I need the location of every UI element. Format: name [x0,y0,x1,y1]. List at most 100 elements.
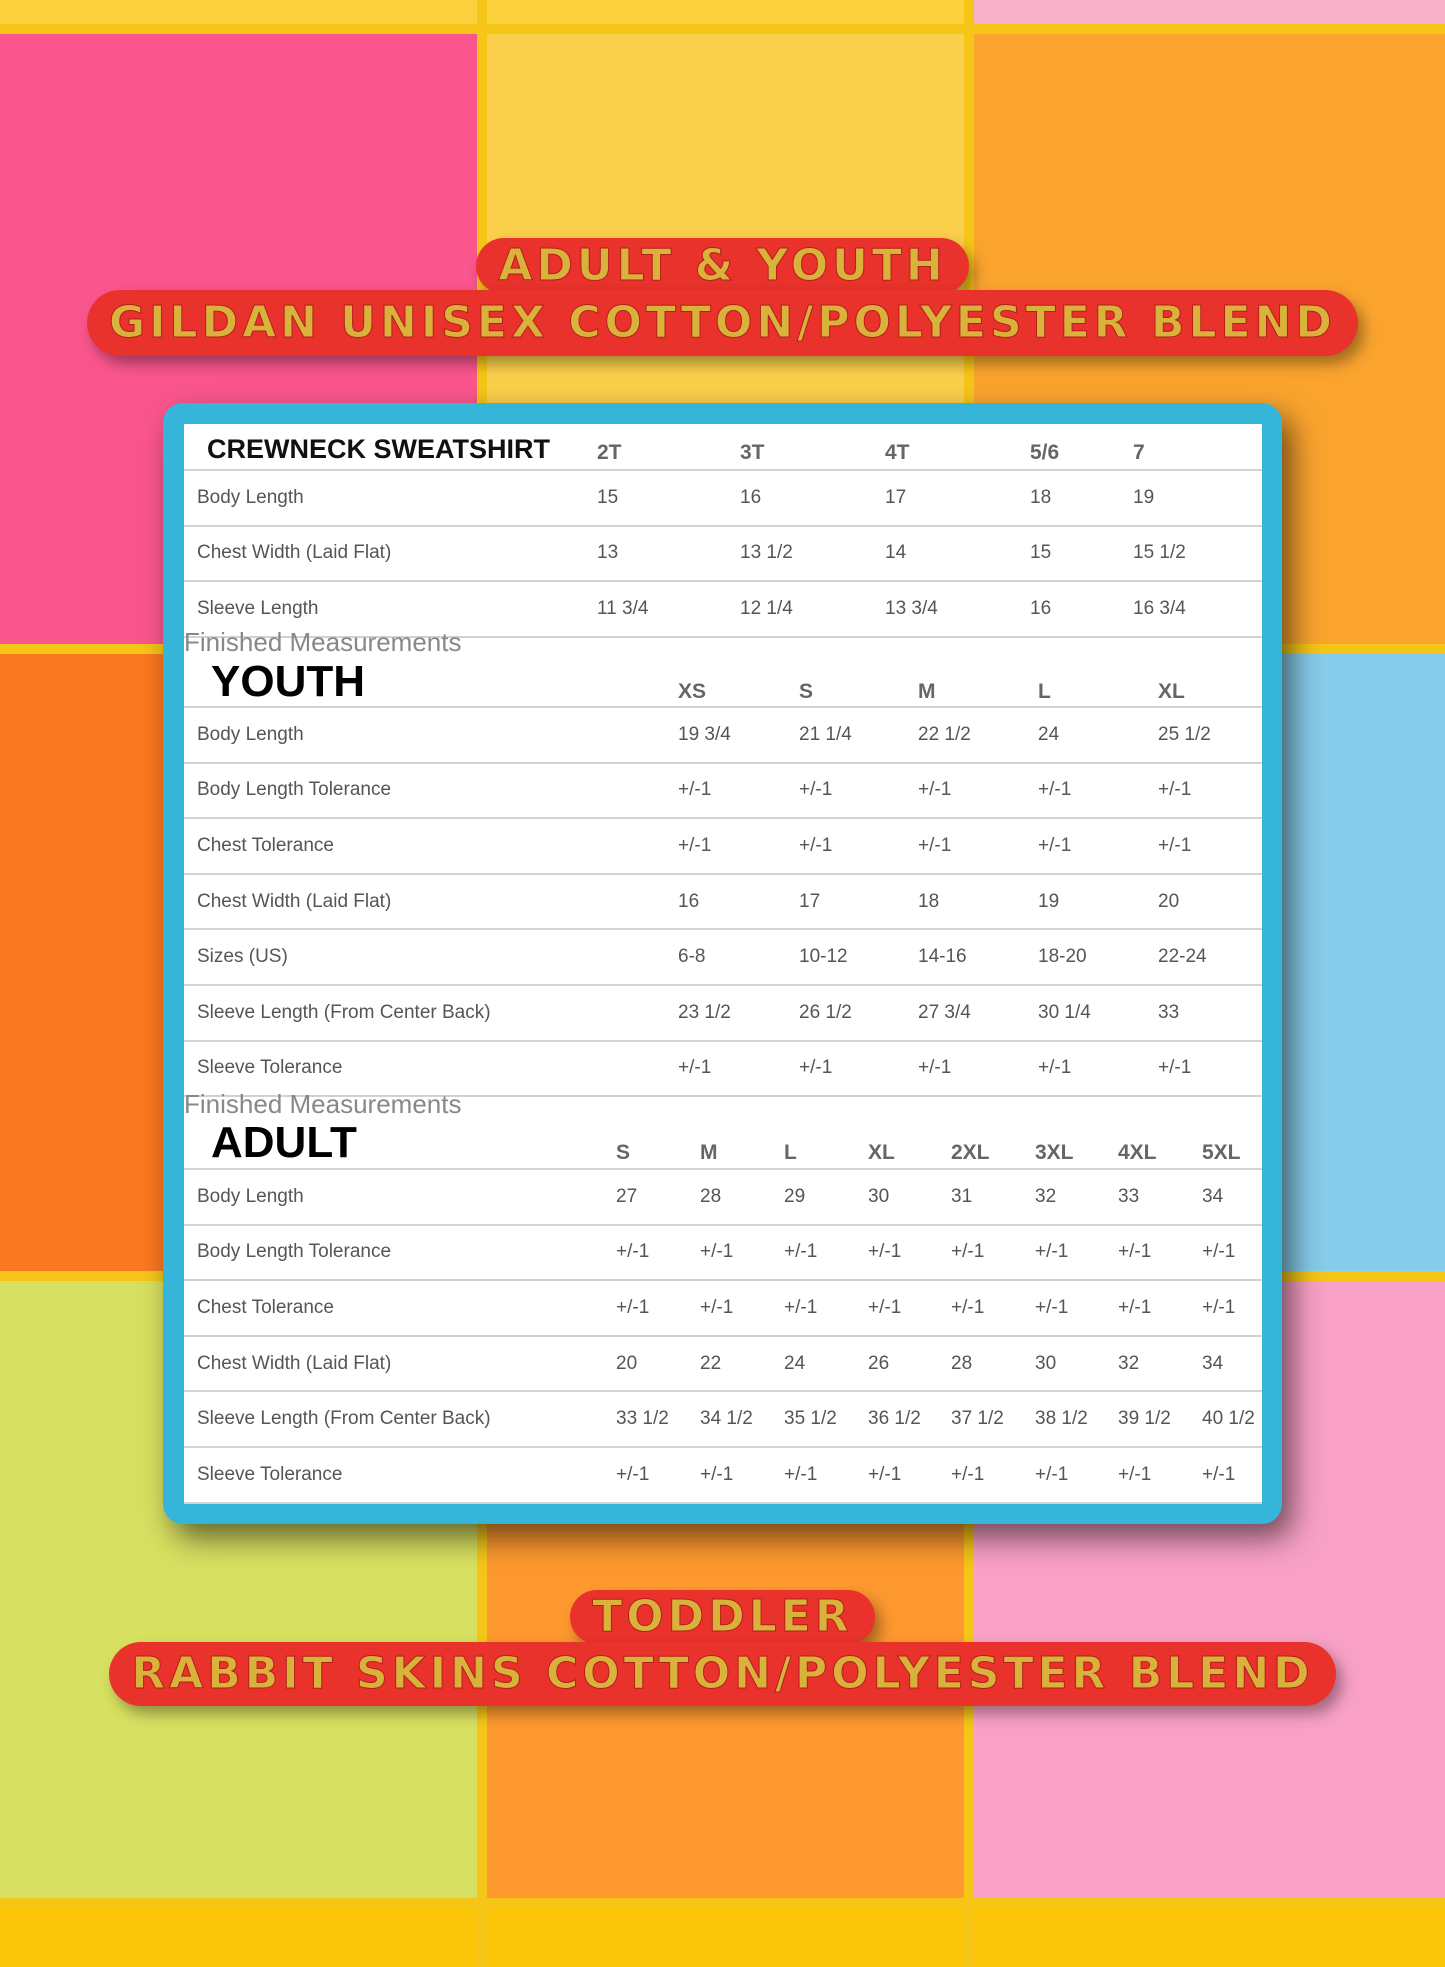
adult-size-header: XL [868,1141,895,1164]
cell-value: 36 1/2 [868,1408,921,1430]
bottom-banner-line1: Toddler [570,1590,875,1644]
cell-value: 16 [1030,597,1052,619]
cell-value: 15 [597,486,619,508]
cell-value: 34 [1202,1185,1224,1207]
youth-size-header: L [1038,680,1051,703]
row-label: Sleeve Length (From Center Back) [197,1408,491,1430]
row-label: Chest Tolerance [197,1296,334,1318]
row-label: Body Length [197,723,304,745]
cell-value: 19 [1133,486,1155,508]
row-label: Sizes (US) [197,946,288,968]
cell-value: 22 [700,1352,722,1374]
cell-value: 40 1/2 [1202,1408,1255,1430]
cell-value: 13 3/4 [885,597,938,619]
table-row: Chest Tolerance +/-1 +/-1 +/-1 +/-1 +/-1 +/-1 +… [184,1281,1262,1337]
cell-value: +/-1 [1035,1296,1069,1318]
cell-value: 10-12 [799,946,848,968]
cell-value: +/-1 [1202,1241,1236,1263]
cell-value: +/-1 [799,779,833,801]
cell-value: 32 [1118,1352,1140,1374]
top-banner-line1: Adult & Youth [476,238,969,294]
table-row: Chest Width (Laid Flat) 13 13 1/2 14 15 15 1/… [184,527,1262,583]
cell-value: +/-1 [784,1296,818,1318]
cell-value: 25 1/2 [1158,723,1211,745]
cell-value: +/-1 [1202,1296,1236,1318]
cell-value: +/-1 [1038,834,1072,856]
cell-value: 18 [918,890,940,912]
cell-value: +/-1 [616,1241,650,1263]
cell-value: +/-1 [868,1296,902,1318]
cell-value: 33 [1118,1185,1140,1207]
crewneck-size-header: 4T [885,441,910,464]
adult-size-header: 5XL [1202,1141,1241,1164]
crewneck-size-header: 2T [597,441,622,464]
table-row: Sleeve Length 11 3/4 12 1/4 13 3/4 16 16 3/4 [184,582,1262,638]
top-banner-line2: Gildan Unisex Cotton/Polyester Blend [87,290,1358,356]
cell-value: +/-1 [1118,1241,1152,1263]
cell-value: +/-1 [1158,834,1192,856]
cell-value: +/-1 [700,1463,734,1485]
cell-value: 26 [868,1352,890,1374]
cell-value: 13 1/2 [740,542,793,564]
cell-value: +/-1 [918,834,952,856]
cell-value: 33 1/2 [616,1408,669,1430]
table-row: Body Length Tolerance +/-1 +/-1 +/-1 +/-1 +/-… [184,764,1262,820]
cell-value: +/-1 [678,834,712,856]
bottom-banner-line2: Rabbit Skins Cotton/Polyester Blend [109,1642,1336,1706]
cell-value: 26 1/2 [799,1001,852,1023]
cell-value: +/-1 [1118,1463,1152,1485]
cell-value: 16 3/4 [1133,597,1186,619]
row-label: Sleeve Length [197,597,319,619]
adult-header-row: ADULT S M L XL 2XL 3XL 4XL 5XL [184,1121,1262,1170]
crewneck-header-row: CREWNECK SWEATSHIRT 2T 3T 4T 5/6 7 [184,432,1262,471]
adult-size-header: S [616,1141,631,1164]
background-tile [487,0,964,24]
bottom-banner: Toddler Rabbit Skins Cotton/Polyester Bl… [0,1590,1445,1706]
cell-value: 33 [1158,1001,1180,1023]
youth-caption: Finished Measurements [184,627,462,657]
cell-value: 17 [885,486,907,508]
background-tile [974,0,1445,24]
cell-value: +/-1 [799,834,833,856]
cell-value: +/-1 [678,1057,712,1079]
adult-size-header: 2XL [951,1141,990,1164]
adult-size-header: 3XL [1035,1141,1074,1164]
cell-value: 38 1/2 [1035,1408,1088,1430]
cell-value: +/-1 [918,1057,952,1079]
cell-value: 15 1/2 [1133,542,1186,564]
cell-value: 20 [616,1352,638,1374]
cell-value: +/-1 [1035,1241,1069,1263]
adult-table: ADULT S M L XL 2XL 3XL 4XL 5XL Body Length 27 28 29 3… [184,1121,1262,1504]
cell-value: 11 3/4 [597,597,649,619]
cell-value: 15 [1030,542,1052,564]
cell-value: +/-1 [1158,779,1192,801]
table-row: Chest Tolerance +/-1 +/-1 +/-1 +/-1 +/-1 [184,819,1262,875]
cell-value: 30 [1035,1352,1057,1374]
cell-value: +/-1 [700,1241,734,1263]
table-row: Body Length 15 16 17 18 19 [184,471,1262,527]
cell-value: 6-8 [678,946,706,968]
cell-value: 24 [784,1352,806,1374]
cell-value: 19 3/4 [678,723,731,745]
cell-value: 14 [885,542,907,564]
cell-value: 30 1/4 [1038,1001,1091,1023]
cell-value: +/-1 [868,1463,902,1485]
cell-value: 32 [1035,1185,1057,1207]
cell-value: +/-1 [1035,1463,1069,1485]
cell-value: 13 [597,542,619,564]
cell-value: 28 [700,1185,722,1207]
adult-caption: Finished Measurements [184,1089,462,1119]
adult-size-header: M [700,1141,718,1164]
table-row: Sleeve Length (From Center Back) 23 1/2 26… [184,986,1262,1042]
youth-table: YOUTH XS S M L XL Body Length 19 3/4 21 1/4 22 1/… [184,660,1262,1098]
crewneck-size-header: 3T [740,441,765,464]
table-row: Body Length Tolerance +/-1 +/-1 +/-1 +/-1 +/-… [184,1226,1262,1282]
cell-value: 39 1/2 [1118,1408,1171,1430]
youth-size-header: S [799,680,814,703]
cell-value: +/-1 [616,1463,650,1485]
cell-value: 24 [1038,723,1060,745]
background-tile [487,1908,964,1967]
adult-size-header: 4XL [1118,1141,1157,1164]
row-label: Sleeve Tolerance [197,1463,343,1485]
youth-size-header: M [918,680,936,703]
